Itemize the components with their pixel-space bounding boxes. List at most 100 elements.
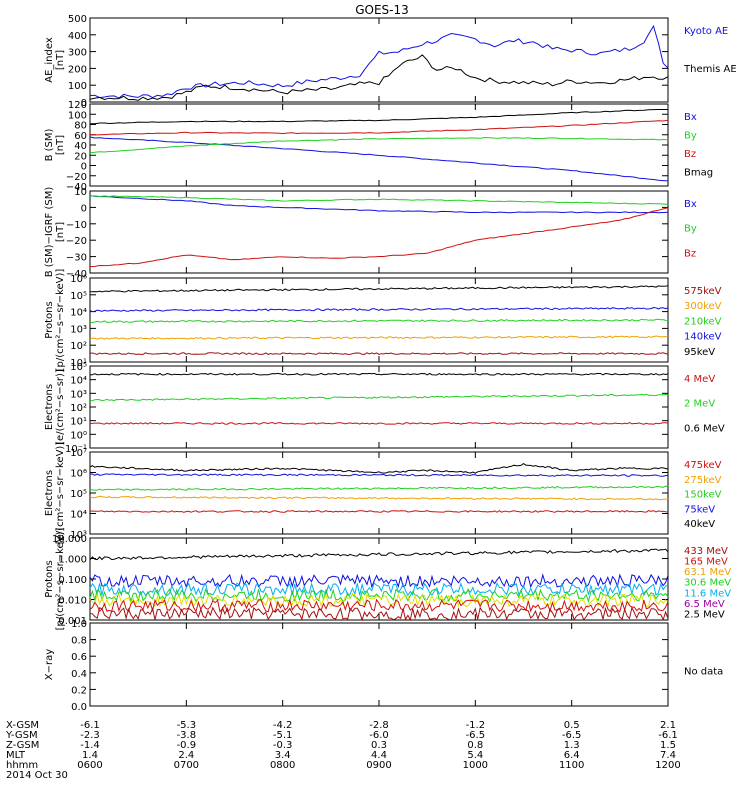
y-tick-label: 0: [81, 98, 87, 109]
x-axis-value: -0.9: [177, 740, 197, 751]
x-axis-value: 0.8: [467, 740, 483, 751]
x-axis-value: 0700: [174, 760, 199, 771]
y-tick-label: 0.2: [71, 685, 87, 696]
y-tick-label: −20: [66, 172, 87, 183]
x-axis-value: 1000: [463, 760, 488, 771]
y-tick-label: 500: [68, 14, 87, 25]
y-tick-label: 100: [68, 110, 87, 121]
y-axis-label: Electrons: [44, 384, 55, 430]
series-line: [89, 335, 669, 340]
series-line: [89, 318, 669, 324]
y-tick-label: 10³: [70, 530, 87, 541]
x-axis-value: -2.8: [369, 720, 389, 731]
y-tick-label: 100: [68, 81, 87, 92]
series-line: [89, 54, 669, 101]
x-axis-row-label: MLT: [6, 750, 26, 761]
legend-entry: 475keV: [684, 460, 722, 471]
x-axis-table: X-GSM -6.1 -5.3 -4.2 -2.8 -1.2 0.5 2.1 Y-GSM -2.3…: [5, 720, 681, 781]
legend-entry: 150keV: [684, 490, 722, 501]
x-axis-value: 5.4: [467, 750, 483, 761]
y-tick-label: 10³: [70, 389, 87, 400]
panel-frame: [89, 365, 669, 449]
y-tick-label: 10¹: [70, 358, 87, 369]
series-line: [89, 195, 669, 205]
legend-entry: By: [684, 131, 697, 142]
x-axis-value: 0600: [77, 760, 102, 771]
x-axis-row-label: X-GSM: [6, 720, 39, 731]
series-line: [89, 285, 669, 293]
legend-entry: 40keV: [684, 519, 715, 530]
y-tick-label: −40: [66, 182, 87, 193]
y-axis-label: B (SM)−IGRF (SM): [44, 187, 55, 278]
series-line: [89, 109, 668, 125]
x-axis-value: 2.4: [178, 750, 194, 761]
y-tick-label: 1.000: [58, 555, 87, 566]
y-tick-label: 0.8: [71, 636, 87, 647]
panel-3: −40 −30 −20 −10 0 10 B (SM)−IGRF (SM) [nT] Bx By B…: [44, 187, 697, 280]
y-tick-label: −40: [66, 269, 87, 280]
series-line: [89, 581, 669, 597]
y-tick-label: 10²: [70, 341, 87, 352]
legend-entry: 2 MeV: [684, 399, 715, 410]
legend-entry: 210keV: [684, 316, 722, 327]
x-axis-value: -1.4: [80, 740, 100, 751]
legend-entry: By: [684, 224, 697, 235]
x-axis-value: 1.4: [82, 750, 98, 761]
y-axis-label: [e/(cm²−s−sr−keV)]: [55, 442, 66, 545]
legend-entry: Bmag: [684, 168, 713, 179]
y-tick-label: 10⁶: [70, 469, 87, 480]
panel-6: 10³ 10⁴ 10⁵ 10⁶ 10⁷ Electrons [e/(cm²−s−sr−keV…: [44, 442, 722, 545]
y-tick-label: 60: [74, 131, 87, 142]
x-axis-value: 1200: [655, 760, 680, 771]
x-axis-value: 3.4: [275, 750, 291, 761]
x-axis-value: -5.1: [273, 730, 293, 741]
series-line: [89, 485, 669, 491]
series-line: [89, 606, 669, 622]
y-tick-label: 0.001: [58, 616, 87, 627]
x-axis-value: 1100: [559, 760, 584, 771]
x-axis-value: -0.3: [273, 740, 293, 751]
y-axis-label: B (SM): [44, 128, 55, 161]
x-axis-row-label: hhmm: [6, 760, 38, 771]
y-axis-label: [nT]: [55, 135, 66, 155]
y-axis-label: [e/(cm²−s−sr)]: [55, 369, 66, 445]
y-axis-label: X−ray: [44, 649, 55, 680]
y-axis-label: [nT]: [55, 222, 66, 242]
panel-1: 0 100 200 300 400 500 AE_index [nT] Kyoto AE Them…: [44, 14, 737, 109]
x-axis-value: -6.5: [466, 730, 486, 741]
x-axis-value: 0800: [270, 760, 295, 771]
y-tick-label: 40: [74, 141, 87, 152]
legend-entry: 0.6 MeV: [684, 423, 725, 434]
y-tick-label: −30: [66, 253, 87, 264]
y-axis-label: Protons: [44, 301, 55, 338]
y-tick-label: 10⁶: [70, 274, 87, 285]
x-axis-row-label: Z-GSM: [6, 740, 39, 751]
date-label: 2014 Oct 30: [6, 770, 68, 781]
x-axis-value: 1.5: [660, 740, 676, 751]
x-axis-value: 0.5: [564, 720, 580, 731]
panel-frame: [89, 17, 669, 103]
y-tick-label: 400: [68, 31, 87, 42]
y-axis-label: Protons: [44, 560, 55, 597]
y-tick-label: 10⁵: [70, 291, 87, 302]
legend-entry: 63.1 MeV: [684, 567, 731, 578]
y-axis-label: AE_index: [44, 37, 55, 83]
x-axis-value: 2.1: [660, 720, 676, 731]
y-tick-label: 0.100: [58, 575, 87, 586]
y-tick-label: 0: [81, 162, 87, 173]
legend-entry: 433 MeV: [684, 546, 728, 557]
x-axis-value: -5.3: [177, 720, 197, 731]
legend-entry: 6.5 MeV: [684, 599, 725, 610]
x-axis-value: -6.1: [80, 720, 100, 731]
legend-entry: 11.6 MeV: [684, 588, 731, 599]
y-tick-label: −20: [66, 236, 87, 247]
y-tick-label: 10⁻¹: [65, 444, 87, 455]
series-line: [89, 598, 669, 613]
panel-8: 0.0 0.2 0.4 0.6 0.8 1.0 X−ray No data: [44, 619, 723, 713]
legend-entry: Bx: [684, 199, 697, 210]
x-axis-value: 6.4: [564, 750, 580, 761]
legend-entry: Bx: [684, 112, 697, 123]
y-tick-label: 120: [68, 100, 87, 111]
x-axis-row-label: Y-GSM: [5, 730, 38, 741]
